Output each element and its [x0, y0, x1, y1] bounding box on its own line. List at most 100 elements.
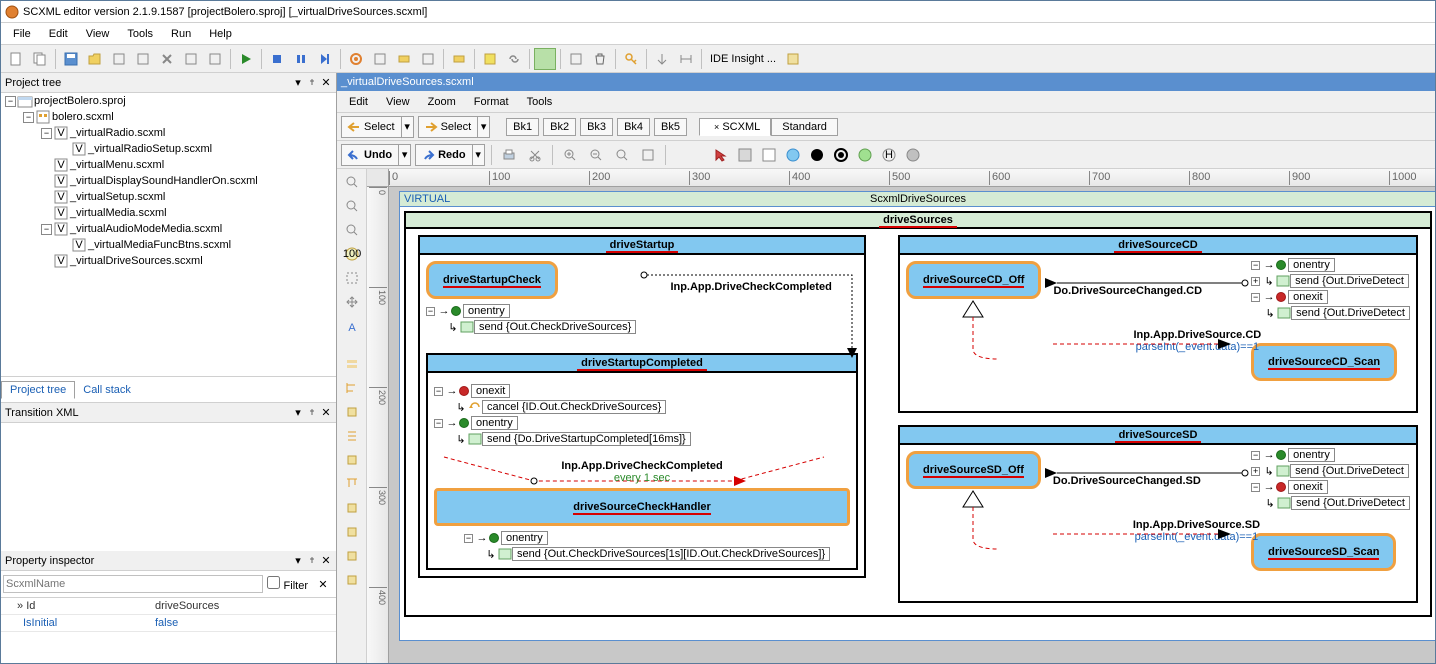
- bk5-button[interactable]: Bk5: [654, 118, 687, 136]
- virtual-root[interactable]: VIRTUAL ScxmlDriveSources driveSources d: [399, 191, 1435, 641]
- project-tree[interactable]: −projectBolero.sproj−bolero.scxml−V_virt…: [1, 93, 336, 377]
- tb-next-icon[interactable]: [314, 48, 336, 70]
- lts-zoom3-icon[interactable]: [341, 219, 363, 241]
- tb-pause-icon[interactable]: [290, 48, 312, 70]
- tb-key-icon[interactable]: [620, 48, 642, 70]
- lts-pan-icon[interactable]: [341, 291, 363, 313]
- pin-icon[interactable]: [306, 77, 318, 89]
- pin-icon[interactable]: [306, 407, 318, 419]
- tb-insight-icon[interactable]: [782, 48, 804, 70]
- close-icon[interactable]: ✕: [320, 77, 332, 89]
- doc-menu-view[interactable]: View: [378, 94, 418, 110]
- lts-strip-icon[interactable]: [341, 353, 363, 375]
- zoom-in-icon[interactable]: [559, 144, 581, 166]
- shape-circle-blue-icon[interactable]: [784, 146, 802, 164]
- inspector-filter-checkbox-label[interactable]: Filter: [267, 576, 308, 592]
- shape-rect-grey-icon[interactable]: [736, 146, 754, 164]
- doc-menu-zoom[interactable]: Zoom: [420, 94, 464, 110]
- tb-close-icon[interactable]: [156, 48, 178, 70]
- inspector-clear-icon[interactable]: ✕: [312, 573, 334, 595]
- tree-item[interactable]: −projectBolero.sproj: [1, 93, 336, 109]
- lts-text-icon[interactable]: A: [341, 315, 363, 337]
- lts-align7-icon[interactable]: [341, 521, 363, 543]
- tab-project-tree[interactable]: Project tree: [1, 381, 75, 399]
- dropdown-icon[interactable]: ▾: [292, 407, 304, 419]
- shape-circle-grey-icon[interactable]: [904, 146, 922, 164]
- cd-scan-state[interactable]: driveSourceCD_Scan: [1251, 343, 1397, 381]
- lts-align9-icon[interactable]: [341, 569, 363, 591]
- lts-fit-icon[interactable]: [341, 267, 363, 289]
- tree-item[interactable]: V_virtualMenu.scxml: [1, 157, 336, 173]
- lts-align1-icon[interactable]: [341, 377, 363, 399]
- drive-source-sd[interactable]: driveSourceSD driveSourceSD_Off: [898, 425, 1418, 603]
- shape-ring-icon[interactable]: [832, 146, 850, 164]
- tree-item[interactable]: V_virtualRadioSetup.scxml: [1, 141, 336, 157]
- bk3-button[interactable]: Bk3: [580, 118, 613, 136]
- drive-startup-state[interactable]: driveStartup driveStartupCheck −→onentry: [418, 235, 866, 578]
- zoom-100-icon[interactable]: [611, 144, 633, 166]
- tb-radio-icon[interactable]: [345, 48, 367, 70]
- inspector-filter-input[interactable]: [3, 575, 263, 593]
- drive-source-check-handler[interactable]: driveSourceCheckHandler: [434, 488, 850, 526]
- canvas[interactable]: VIRTUAL ScxmlDriveSources driveSources d: [389, 187, 1435, 663]
- tb-link-icon[interactable]: [503, 48, 525, 70]
- tb-btn9-icon[interactable]: [204, 48, 226, 70]
- cut-icon[interactable]: [524, 144, 546, 166]
- shape-tab-scxml[interactable]: × SCXML: [699, 118, 771, 136]
- tb-btn17-icon[interactable]: [417, 48, 439, 70]
- doc-menu-tools[interactable]: Tools: [519, 94, 561, 110]
- select-button-1[interactable]: Select▾: [341, 116, 414, 138]
- tb-btn25-icon[interactable]: [651, 48, 673, 70]
- lts-zoom-icon[interactable]: [341, 171, 363, 193]
- redo-button[interactable]: Redo▾: [415, 144, 485, 166]
- prop-row-isinitial[interactable]: IsInitial false: [1, 615, 336, 632]
- cd-off-state[interactable]: driveSourceCD_Off: [906, 261, 1041, 299]
- lts-align3-icon[interactable]: [341, 425, 363, 447]
- menu-tools[interactable]: Tools: [119, 26, 161, 42]
- tb-btn16-icon[interactable]: [393, 48, 415, 70]
- tb-btn8-icon[interactable]: [180, 48, 202, 70]
- lts-align8-icon[interactable]: [341, 545, 363, 567]
- close-icon[interactable]: ✕: [320, 407, 332, 419]
- shape-circle-green-icon[interactable]: [856, 146, 874, 164]
- tb-btn5-icon[interactable]: [108, 48, 130, 70]
- tb-save-icon[interactable]: [60, 48, 82, 70]
- shape-tab-standard[interactable]: Standard: [771, 118, 838, 136]
- drive-startup-check[interactable]: driveStartupCheck: [426, 261, 558, 299]
- tree-item[interactable]: V_virtualDisplaySoundHandlerOn.scxml: [1, 173, 336, 189]
- tb-btn15-icon[interactable]: [369, 48, 391, 70]
- tb-play-icon[interactable]: [235, 48, 257, 70]
- zoom-fit-icon[interactable]: [637, 144, 659, 166]
- tree-item[interactable]: V_virtualDriveSources.scxml: [1, 253, 336, 269]
- tb-btn18-icon[interactable]: [448, 48, 470, 70]
- tree-item[interactable]: −V_virtualRadio.scxml: [1, 125, 336, 141]
- drive-startup-completed[interactable]: driveStartupCompleted −→onexit ↳cancel {…: [426, 353, 858, 570]
- tb-new-icon[interactable]: [5, 48, 27, 70]
- sd-scan-state[interactable]: driveSourceSD_Scan: [1251, 533, 1396, 571]
- menu-help[interactable]: Help: [201, 26, 240, 42]
- collapse-icon[interactable]: −: [41, 128, 52, 139]
- pointer-icon[interactable]: [712, 146, 730, 164]
- bk1-button[interactable]: Bk1: [506, 118, 539, 136]
- lts-100-icon[interactable]: 100: [341, 243, 363, 265]
- document-tab[interactable]: _virtualDriveSources.scxml: [341, 76, 474, 88]
- tb-green-icon[interactable]: [534, 48, 556, 70]
- tree-item[interactable]: V_virtualMediaFuncBtns.scxml: [1, 237, 336, 253]
- drive-source-cd[interactable]: driveSourceCD driveSourceCD_Off: [898, 235, 1418, 413]
- drive-sources-band[interactable]: driveSources: [406, 213, 1430, 229]
- menu-view[interactable]: View: [78, 26, 118, 42]
- inspector-body[interactable]: » Id driveSources IsInitial false: [1, 598, 336, 663]
- tb-btn19-icon[interactable]: [479, 48, 501, 70]
- tb-copy-icon[interactable]: [29, 48, 51, 70]
- tree-item[interactable]: V_virtualSetup.scxml: [1, 189, 336, 205]
- dropdown-icon[interactable]: ▾: [292, 555, 304, 567]
- lts-zoom2-icon[interactable]: [341, 195, 363, 217]
- ide-insight-button[interactable]: IDE Insight ...: [706, 53, 780, 65]
- bk4-button[interactable]: Bk4: [617, 118, 650, 136]
- lts-align6-icon[interactable]: [341, 497, 363, 519]
- prop-row-id[interactable]: » Id driveSources: [1, 598, 336, 615]
- menu-edit[interactable]: Edit: [41, 26, 76, 42]
- zoom-out-icon[interactable]: [585, 144, 607, 166]
- select-button-2[interactable]: Select▾: [418, 116, 491, 138]
- tb-trash-icon[interactable]: [589, 48, 611, 70]
